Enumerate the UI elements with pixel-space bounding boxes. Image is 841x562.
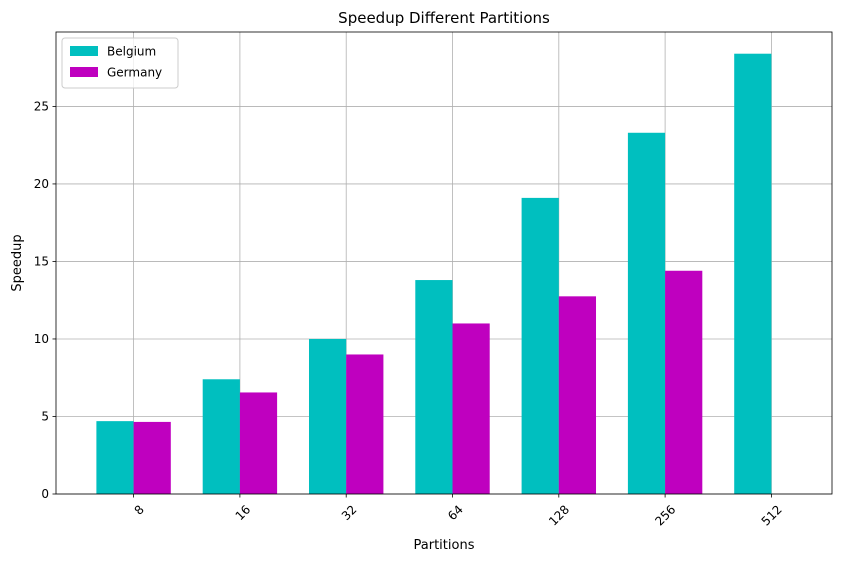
bar-belgium-512 [734, 53, 772, 494]
y-tick-label: 20 [34, 177, 49, 191]
y-tick-label: 5 [41, 409, 49, 423]
bar-belgium-128 [521, 197, 559, 494]
bar-germany-8 [133, 421, 171, 494]
y-tick-label: 25 [34, 99, 49, 113]
bar-belgium-8 [96, 421, 134, 494]
chart-title: Speedup Different Partitions [338, 9, 550, 27]
legend: Belgium Germany [61, 37, 179, 89]
bars [96, 53, 772, 495]
bar-germany-256 [665, 270, 703, 494]
bar-belgium-32 [308, 338, 347, 494]
bar-belgium-16 [202, 379, 240, 494]
y-tick-label: 10 [34, 332, 49, 346]
legend-label-germany: Germany [107, 66, 162, 80]
y-tick-label: 0 [41, 487, 49, 501]
bar-germany-32 [346, 354, 384, 494]
bar-belgium-256 [627, 132, 666, 495]
bar-belgium-64 [415, 280, 453, 494]
y-tick-label: 15 [34, 254, 49, 268]
x-axis-label: Partitions [414, 538, 475, 553]
bar-germany-128 [558, 296, 597, 494]
plot-frame [55, 31, 833, 495]
bar-germany-64 [452, 323, 490, 494]
bar-germany-16 [239, 392, 278, 494]
legend-label-belgium: Belgium [107, 45, 156, 59]
legend-swatch-belgium [70, 46, 98, 56]
legend-swatch-germany [70, 67, 98, 77]
y-axis-label: Speedup [10, 234, 25, 291]
